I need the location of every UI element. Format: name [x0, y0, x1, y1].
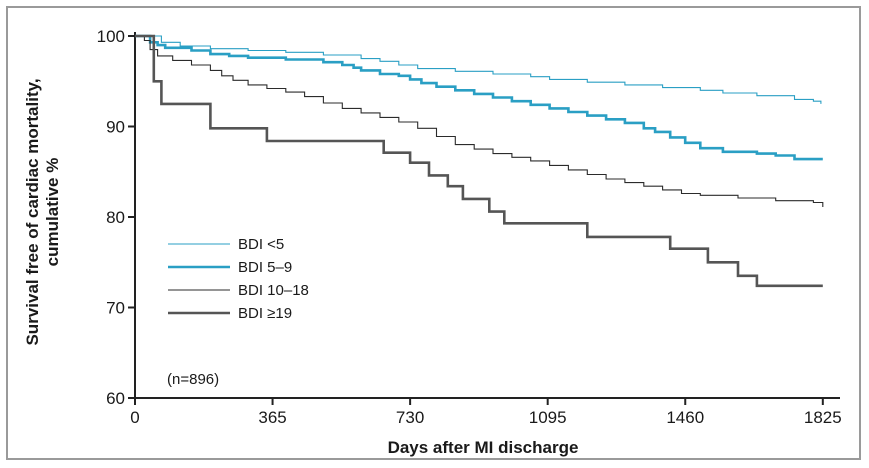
legend: BDI <5 BDI 5–9 BDI 10–18 BDI ≥19	[168, 236, 309, 322]
series-line-4	[135, 34, 823, 288]
x-tick-label: 1460	[666, 408, 704, 427]
axes: 60 70 80 90 100 0 365 730 1095 1460 1825	[97, 27, 842, 427]
x-tick-label: 1825	[804, 408, 842, 427]
x-tick-label: 730	[396, 408, 424, 427]
y-axis-title-line-1: Survival free of cardiac mortality,	[23, 78, 42, 345]
y-tick-label: 90	[106, 118, 125, 137]
series-layer	[135, 34, 824, 288]
y-axis-title-line-2: cumulative %	[43, 158, 62, 267]
series-line-1	[135, 35, 822, 104]
y-tick-label: 70	[106, 299, 125, 318]
y-tick-label: 80	[106, 208, 125, 227]
series-line-2	[135, 34, 823, 161]
x-axis-title: Days after MI discharge	[388, 438, 579, 457]
chart-frame	[6, 6, 861, 460]
x-tick-label: 0	[130, 408, 139, 427]
y-tick-label: 100	[97, 27, 125, 46]
legend-label: BDI 5–9	[238, 259, 292, 276]
x-tick-label: 365	[258, 408, 286, 427]
y-axis-title: Survival free of cardiac mortality, cumu…	[23, 78, 62, 345]
legend-label: BDI <5	[238, 236, 284, 253]
series-line-3	[135, 35, 824, 207]
x-tick-label: 1095	[529, 408, 567, 427]
legend-label: BDI 10–18	[238, 282, 309, 299]
y-tick-label: 60	[106, 389, 125, 408]
legend-label: BDI ≥19	[238, 305, 292, 322]
sample-size-note: (n=896)	[167, 371, 219, 388]
